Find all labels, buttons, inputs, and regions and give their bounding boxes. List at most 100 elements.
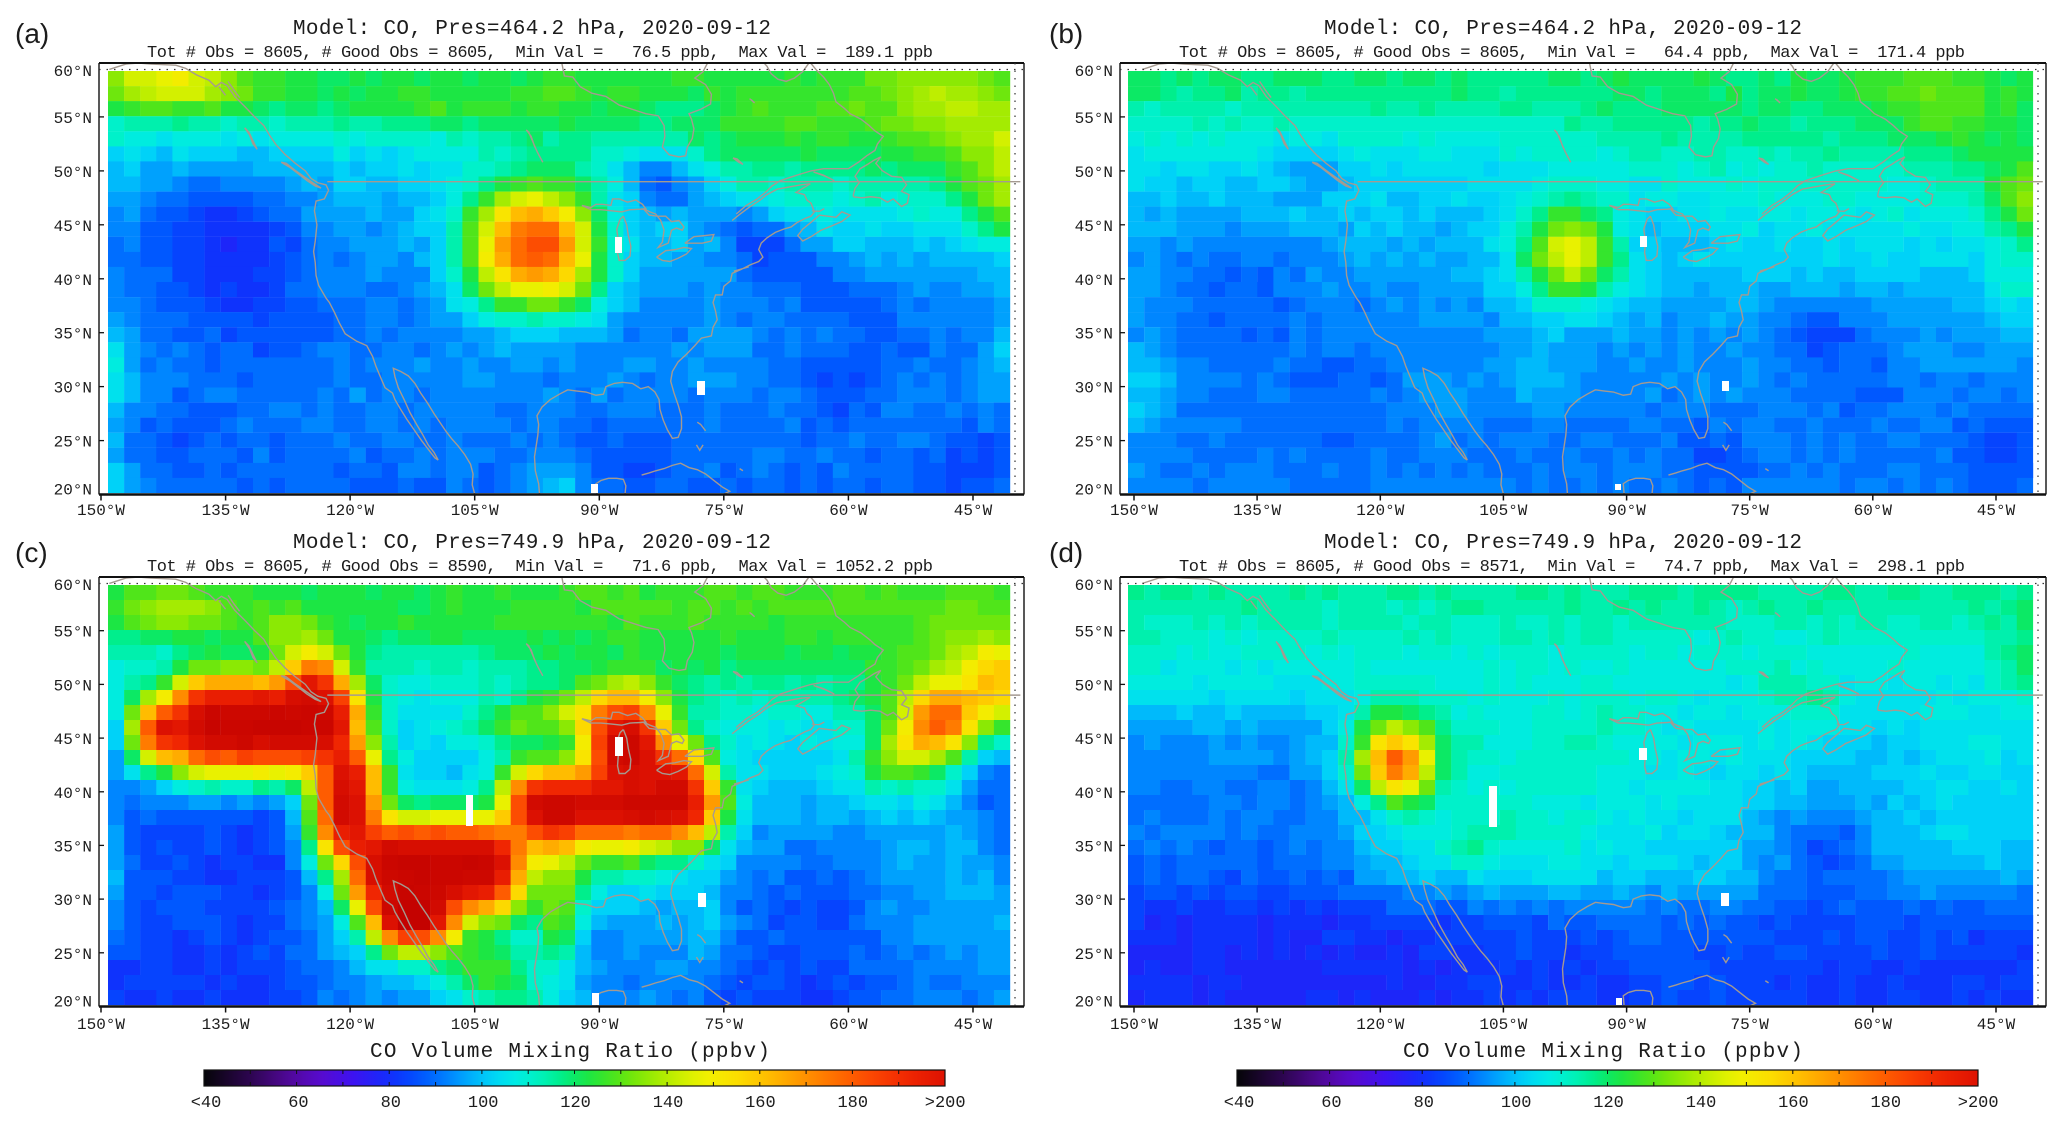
svg-text:25°N: 25°N — [54, 946, 92, 964]
svg-text:60°W: 60°W — [829, 502, 868, 520]
svg-text:120°W: 120°W — [1356, 1016, 1404, 1034]
svg-text:50°N: 50°N — [1075, 677, 1113, 695]
svg-text:135°W: 135°W — [1233, 502, 1281, 520]
svg-text:120°W: 120°W — [326, 502, 374, 520]
svg-text:>200: >200 — [925, 1094, 966, 1113]
svg-text:55°N: 55°N — [1075, 624, 1113, 642]
svg-text:140: 140 — [653, 1094, 684, 1113]
svg-text:Tot # Obs = 8605, # Good Obs =: Tot # Obs = 8605, # Good Obs = 8605, Min… — [1179, 44, 1965, 63]
svg-text:Model: CO, Pres=464.2 hPa, 202: Model: CO, Pres=464.2 hPa, 2020-09-12 — [293, 18, 771, 41]
svg-text:90°W: 90°W — [580, 1016, 619, 1034]
svg-text:(c): (c) — [15, 537, 48, 568]
svg-text:120°W: 120°W — [1356, 502, 1404, 520]
svg-text:(d): (d) — [1049, 537, 1083, 568]
svg-text:150°W: 150°W — [1110, 502, 1158, 520]
svg-text:135°W: 135°W — [202, 502, 250, 520]
svg-text:150°W: 150°W — [77, 502, 125, 520]
svg-text:40°N: 40°N — [54, 785, 92, 803]
svg-text:75°W: 75°W — [1730, 502, 1769, 520]
svg-text:Model: CO, Pres=464.2 hPa, 202: Model: CO, Pres=464.2 hPa, 2020-09-12 — [1324, 18, 1802, 41]
svg-text:20°N: 20°N — [54, 482, 92, 500]
svg-text:100: 100 — [1501, 1094, 1532, 1113]
svg-text:40°N: 40°N — [1075, 785, 1113, 803]
svg-text:30°N: 30°N — [1075, 380, 1113, 398]
svg-text:120: 120 — [560, 1094, 591, 1113]
svg-text:90°W: 90°W — [1607, 1016, 1646, 1034]
svg-text:105°W: 105°W — [1479, 502, 1527, 520]
svg-text:90°W: 90°W — [1607, 502, 1646, 520]
svg-text:50°N: 50°N — [54, 677, 92, 695]
svg-text:20°N: 20°N — [1075, 994, 1113, 1012]
svg-text:75°W: 75°W — [1730, 1016, 1769, 1034]
svg-text:45°N: 45°N — [1075, 731, 1113, 749]
svg-text:Tot # Obs = 8605, # Good Obs =: Tot # Obs = 8605, # Good Obs = 8590, Min… — [147, 558, 933, 577]
svg-text:(a): (a) — [15, 18, 49, 49]
svg-text:150°W: 150°W — [77, 1016, 125, 1034]
svg-text:45°W: 45°W — [1977, 502, 2016, 520]
svg-text:100: 100 — [468, 1094, 499, 1113]
svg-text:Model: CO, Pres=749.9 hPa, 202: Model: CO, Pres=749.9 hPa, 2020-09-12 — [1324, 532, 1802, 555]
svg-text:80: 80 — [381, 1094, 401, 1113]
svg-text:105°W: 105°W — [451, 502, 499, 520]
svg-text:60°N: 60°N — [1075, 63, 1113, 81]
svg-text:160: 160 — [745, 1094, 776, 1113]
svg-text:35°N: 35°N — [1075, 326, 1113, 344]
svg-text:30°N: 30°N — [54, 892, 92, 910]
svg-text:90°W: 90°W — [580, 502, 619, 520]
svg-text:25°N: 25°N — [1075, 434, 1113, 452]
svg-text:160: 160 — [1778, 1094, 1809, 1113]
svg-text:75°W: 75°W — [705, 1016, 744, 1034]
svg-text:35°N: 35°N — [54, 326, 92, 344]
svg-text:105°W: 105°W — [451, 1016, 499, 1034]
svg-text:45°N: 45°N — [54, 731, 92, 749]
svg-text:135°W: 135°W — [1233, 1016, 1281, 1034]
svg-text:35°N: 35°N — [54, 838, 92, 856]
svg-text:20°N: 20°N — [1075, 482, 1113, 500]
svg-text:CO Volume Mixing Ratio (ppbv): CO Volume Mixing Ratio (ppbv) — [370, 1041, 770, 1064]
svg-text:140: 140 — [1686, 1094, 1717, 1113]
svg-text:60°N: 60°N — [1075, 577, 1113, 595]
svg-text:105°W: 105°W — [1479, 1016, 1527, 1034]
svg-text:80: 80 — [1414, 1094, 1434, 1113]
svg-text:25°N: 25°N — [1075, 946, 1113, 964]
svg-text:180: 180 — [1870, 1094, 1901, 1113]
svg-text:60: 60 — [1321, 1094, 1341, 1113]
svg-text:(b): (b) — [1049, 18, 1083, 49]
svg-text:30°N: 30°N — [54, 380, 92, 398]
svg-text:60°N: 60°N — [54, 63, 92, 81]
svg-text:45°W: 45°W — [954, 502, 993, 520]
svg-text:<40: <40 — [191, 1094, 222, 1113]
svg-text:20°N: 20°N — [54, 994, 92, 1012]
svg-text:135°W: 135°W — [202, 1016, 250, 1034]
svg-text:60°W: 60°W — [1854, 1016, 1893, 1034]
svg-text:120°W: 120°W — [326, 1016, 374, 1034]
svg-text:45°W: 45°W — [954, 1016, 993, 1034]
svg-text:180: 180 — [837, 1094, 868, 1113]
svg-text:30°N: 30°N — [1075, 892, 1113, 910]
svg-text:<40: <40 — [1224, 1094, 1255, 1113]
svg-text:45°W: 45°W — [1977, 1016, 2016, 1034]
svg-text:55°N: 55°N — [54, 110, 92, 128]
svg-text:60°W: 60°W — [1854, 502, 1893, 520]
svg-text:45°N: 45°N — [54, 218, 92, 236]
svg-text:55°N: 55°N — [54, 624, 92, 642]
svg-text:25°N: 25°N — [54, 434, 92, 452]
svg-text:60: 60 — [288, 1094, 308, 1113]
svg-text:35°N: 35°N — [1075, 838, 1113, 856]
svg-text:60°N: 60°N — [54, 577, 92, 595]
svg-text:75°W: 75°W — [705, 502, 744, 520]
svg-text:CO Volume Mixing Ratio (ppbv): CO Volume Mixing Ratio (ppbv) — [1403, 1041, 1803, 1064]
svg-text:Tot # Obs = 8605, # Good Obs =: Tot # Obs = 8605, # Good Obs = 8605, Min… — [147, 44, 933, 63]
svg-text:40°N: 40°N — [54, 272, 92, 290]
svg-text:150°W: 150°W — [1110, 1016, 1158, 1034]
svg-text:55°N: 55°N — [1075, 110, 1113, 128]
svg-text:Tot # Obs = 8605, # Good Obs =: Tot # Obs = 8605, # Good Obs = 8571, Min… — [1179, 558, 1965, 577]
svg-text:40°N: 40°N — [1075, 272, 1113, 290]
svg-text:45°N: 45°N — [1075, 218, 1113, 236]
svg-text:120: 120 — [1593, 1094, 1624, 1113]
svg-text:>200: >200 — [1958, 1094, 1999, 1113]
svg-text:60°W: 60°W — [829, 1016, 868, 1034]
svg-text:50°N: 50°N — [1075, 164, 1113, 182]
svg-text:Model: CO, Pres=749.9 hPa, 202: Model: CO, Pres=749.9 hPa, 2020-09-12 — [293, 532, 771, 555]
svg-text:50°N: 50°N — [54, 164, 92, 182]
